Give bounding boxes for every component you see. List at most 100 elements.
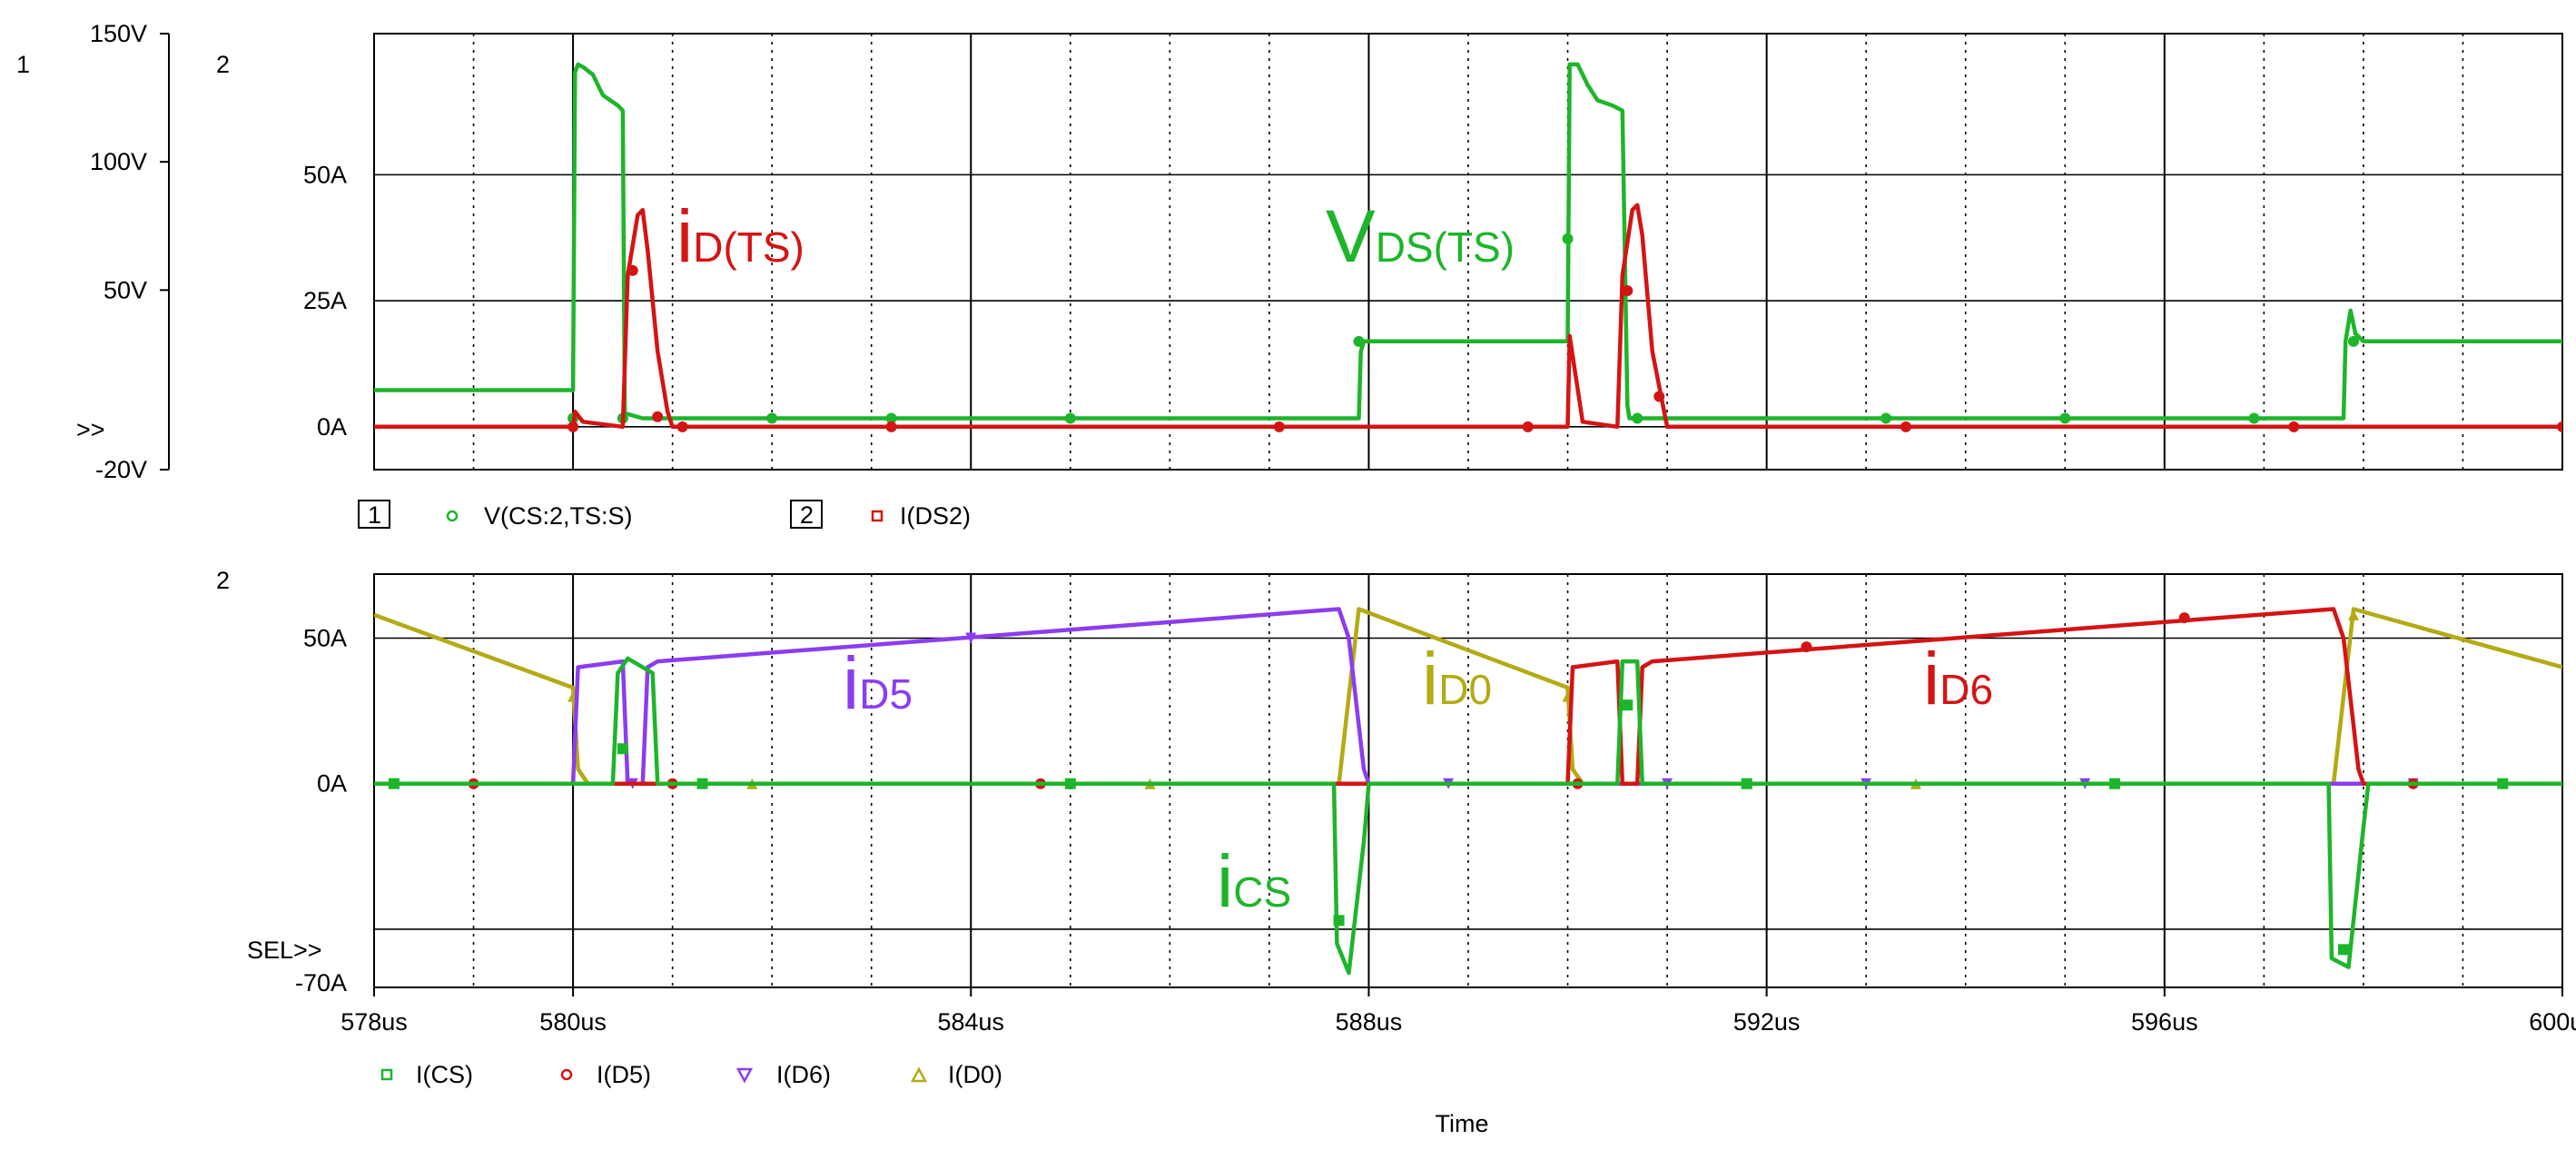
- lower-axis-tick-label: -70A: [295, 969, 347, 996]
- annotation-ics-main: i: [1217, 840, 1233, 923]
- left-axis-id-label: 1: [16, 51, 30, 78]
- x-tick-label: 578us: [341, 1008, 408, 1036]
- x-tick-label: 592us: [1733, 1008, 1801, 1036]
- ics-series-trace: [374, 656, 2562, 976]
- legend-id0-label: I(D0): [948, 1061, 1002, 1088]
- legend-box-1-label: 1: [368, 501, 381, 529]
- lower-series-group: [374, 607, 2562, 976]
- ics-series-point: [1622, 699, 1633, 711]
- vcs-series-point: [1353, 335, 1365, 347]
- annotation-id5-main: i: [843, 642, 859, 725]
- x-axis-title: Time: [1436, 1110, 1489, 1137]
- ids2-series-point: [885, 421, 897, 432]
- left-axis-tick-label: 100V: [90, 148, 147, 175]
- current-axis-tick-label: 0A: [317, 413, 347, 441]
- time-axis-ticks: 578us 580us 584us 588us 592us 596us 600us: [341, 987, 2576, 1036]
- left-axis-tick-label: 150V: [90, 20, 147, 47]
- lower-axis-id-label: 2: [216, 567, 230, 594]
- legend-id0-marker: [910, 1066, 928, 1083]
- lower-axis-tick-label: 0A: [317, 770, 347, 798]
- annotation-id0-sub: D0: [1438, 666, 1492, 713]
- annotation-vds-ts: VDS(TS): [1326, 195, 1515, 278]
- ids2-series-point: [1622, 285, 1633, 297]
- annotation-id-ts: iD(TS): [676, 195, 804, 278]
- ics-series-point: [2338, 944, 2349, 956]
- annotation-id0: iD0: [1422, 638, 1492, 720]
- legend-vcs-label: V(CS:2,TS:S): [484, 502, 633, 530]
- ids2-series-point: [2288, 421, 2300, 432]
- vcs-series-point: [1064, 412, 1076, 424]
- x-tick-label: 600us: [2529, 1008, 2576, 1036]
- lower-legend: I(CS) I(D5) I(D6) I(D0): [380, 1061, 1002, 1088]
- id5-series-trace: [374, 607, 2562, 786]
- ics-series-point: [388, 778, 400, 789]
- left-axis-marker: >>: [76, 416, 105, 443]
- vcs-series-point: [766, 412, 778, 424]
- legend-ics-marker: [380, 1068, 393, 1081]
- ids2-series-point: [652, 411, 664, 422]
- left-voltage-axis-ticks: 150V 100V 50V -20V: [90, 20, 169, 483]
- id5-series-point: [1801, 641, 1812, 653]
- annotation-id6-sub: D6: [1939, 666, 1993, 713]
- annotation-id6-main: i: [1923, 638, 1939, 720]
- annotation-id5: iD5: [843, 642, 913, 725]
- legend-box-2: [790, 500, 823, 529]
- legend-id6-label: I(D6): [776, 1061, 831, 1088]
- left-axis-tick-label: 50V: [104, 276, 147, 303]
- legend-ics-label: I(CS): [416, 1061, 473, 1088]
- annotation-ics: iCS: [1217, 840, 1291, 923]
- right-axis-id-label: 2: [216, 51, 230, 78]
- annotation-vds-ts-sub: DS(TS): [1376, 223, 1515, 271]
- ics-series-point: [1741, 778, 1752, 789]
- id0-series-point: [2347, 609, 2359, 620]
- x-tick-label: 580us: [539, 1008, 607, 1036]
- annotation-id6: iD6: [1923, 638, 1993, 720]
- vcs-series-point: [885, 412, 897, 424]
- ics-series-point: [1333, 915, 1345, 927]
- legend-id5-marker: [560, 1068, 573, 1081]
- vcs-series-point: [1632, 412, 1643, 424]
- ids2-series-point: [676, 421, 688, 432]
- ids2-series-point: [1653, 391, 1665, 402]
- legend-box-1: [358, 500, 390, 529]
- left-axis-tick-label: -20V: [95, 456, 147, 483]
- upper-panel: 150V 100V 50V -20V 1 2 >> 50A 25A 0A iD(TS) V…: [16, 20, 2563, 483]
- x-tick-label: 584us: [937, 1008, 1004, 1036]
- legend-id6-marker: [735, 1067, 754, 1084]
- ids2-series-point: [1900, 421, 1911, 432]
- annotation-vds-ts-main: V: [1326, 195, 1376, 278]
- ics-series-point: [1064, 778, 1076, 789]
- annotation-id5-sub: D5: [859, 670, 913, 718]
- annotation-id0-main: i: [1422, 638, 1438, 720]
- ics-series-point: [2109, 778, 2121, 789]
- x-tick-label: 596us: [2131, 1008, 2198, 1036]
- current-axis-ticks: 50A 25A 0A: [303, 161, 347, 440]
- lower-axis-tick-label: 50A: [303, 624, 347, 651]
- id5-series-point: [2178, 612, 2190, 624]
- vcs-series-point: [1880, 412, 1892, 424]
- current-axis-tick-label: 25A: [303, 287, 347, 314]
- current-axis-tick-label: 50A: [303, 161, 347, 188]
- id0-series-trace: [374, 607, 2562, 786]
- ics-series-point: [696, 778, 708, 789]
- vcs-series-point: [2248, 412, 2260, 424]
- upper-series-group: [374, 62, 2562, 432]
- lower-axis-marker: SEL>>: [247, 937, 322, 964]
- legend-box-2-label: 2: [800, 501, 814, 529]
- ids2-series-point: [568, 421, 579, 432]
- vcs-series-trace: [374, 62, 2562, 421]
- legend-vcs-marker: [446, 510, 459, 522]
- annotation-ics-sub: CS: [1233, 868, 1291, 916]
- upper-legend: 1 V(CS:2,TS:S) 2 I(DS2): [358, 500, 971, 530]
- vcs-series-point: [2347, 335, 2359, 347]
- id6-series-trace: [374, 607, 2562, 786]
- vcs-series-point: [1562, 233, 1574, 244]
- ics-series-point: [617, 743, 628, 755]
- ics-series-point: [2497, 778, 2509, 789]
- upper-plot-frame: [373, 33, 2563, 471]
- ids2-series-point: [1522, 421, 1534, 432]
- id6-series-point: [965, 632, 977, 644]
- ids2-series-point: [2557, 421, 2562, 432]
- ids2-series-point: [627, 264, 638, 276]
